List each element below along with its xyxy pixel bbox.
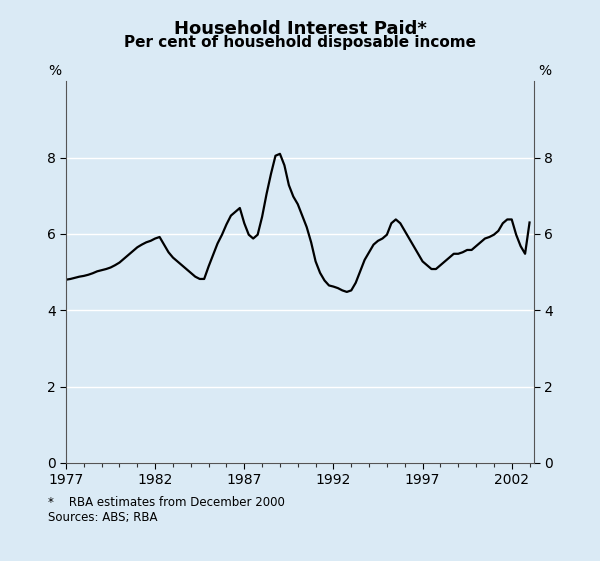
Text: %: % [48, 63, 61, 77]
Text: %: % [539, 63, 552, 77]
Text: Per cent of household disposable income: Per cent of household disposable income [124, 35, 476, 50]
Text: Sources: ABS; RBA: Sources: ABS; RBA [48, 511, 157, 523]
Text: Household Interest Paid*: Household Interest Paid* [173, 20, 427, 38]
Text: *    RBA estimates from December 2000: * RBA estimates from December 2000 [48, 496, 285, 509]
